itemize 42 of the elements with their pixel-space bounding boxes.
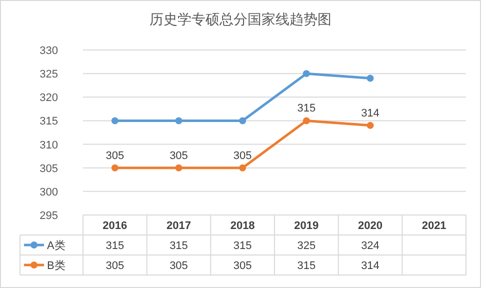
x-tick-label: 2020: [358, 220, 382, 232]
y-tick-label: 300: [40, 186, 58, 198]
point: [302, 70, 310, 78]
point: [175, 164, 182, 172]
y-tick-label: 305: [40, 162, 58, 175]
y-tick-label: 310: [40, 139, 58, 152]
y-tick-label: 320: [40, 92, 58, 104]
data-label: 315: [106, 240, 124, 252]
point: [175, 117, 182, 124]
data-label: 315: [170, 240, 188, 252]
annotation: 315: [297, 102, 316, 115]
data-label: 305: [233, 260, 252, 272]
point: [111, 164, 118, 172]
data-label: 314: [361, 260, 380, 272]
point: [366, 122, 374, 129]
point: [366, 74, 374, 82]
point: [239, 164, 246, 172]
annotation: 314: [361, 107, 380, 120]
data-label: 315: [233, 240, 252, 252]
point: [239, 117, 246, 124]
data-label: 315: [297, 260, 316, 272]
point: [111, 117, 118, 124]
y-tick-label: 315: [40, 116, 58, 128]
y-tick-label: 325: [40, 68, 58, 81]
data-label: 305: [106, 260, 124, 272]
y-tick-label: 330: [40, 45, 58, 57]
x-tick-label: 2017: [166, 220, 191, 232]
data-label: 324: [361, 240, 380, 252]
y-tick-label: 295: [40, 210, 58, 222]
point: [302, 117, 310, 124]
x-tick-label: 2018: [230, 220, 255, 232]
x-tick-label: 2021: [422, 220, 446, 232]
x-tick-label: 2019: [294, 220, 319, 232]
data-label: 305: [170, 260, 188, 272]
annotation: 305: [106, 150, 124, 162]
legend-label: A类: [47, 239, 66, 252]
chart-title: 历史学专硕总分国家线趋势图: [150, 11, 332, 27]
data-label: 325: [297, 240, 316, 252]
x-tick-label: 2016: [102, 220, 128, 232]
annotation: 305: [233, 150, 252, 162]
legend-label: B类: [47, 259, 66, 272]
annotation: 305: [170, 150, 188, 162]
